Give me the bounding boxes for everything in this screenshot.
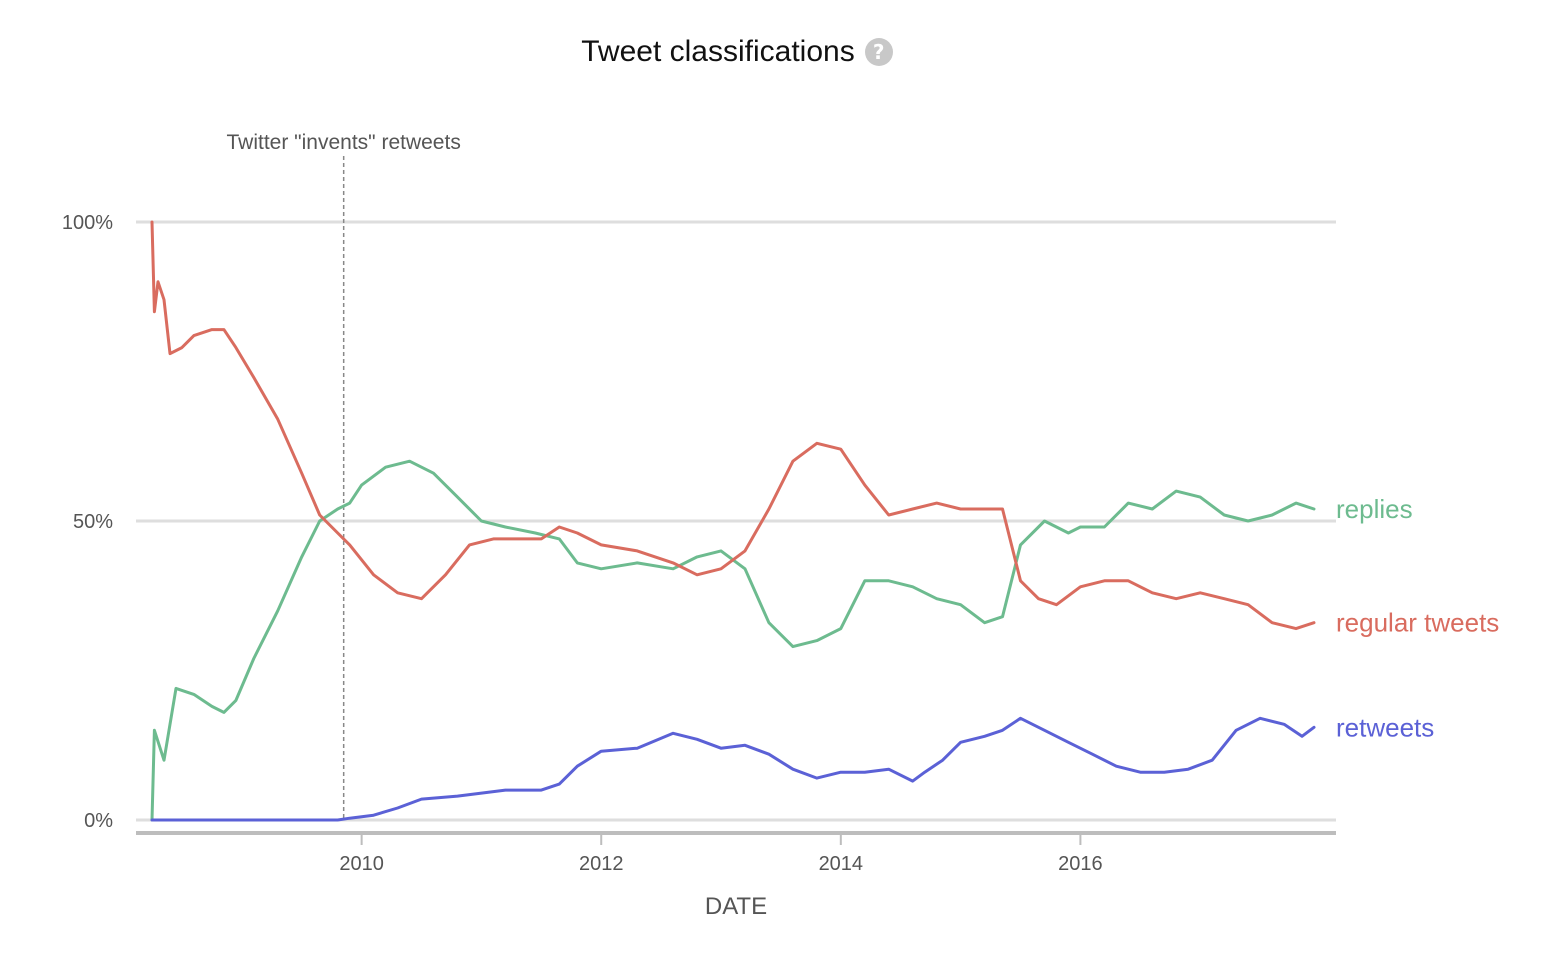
series-label-retweets: retweets (1336, 712, 1434, 742)
chart-title-text: Tweet classifications (581, 35, 855, 69)
series-label-replies: replies (1336, 494, 1413, 524)
series-line-replies (150, 459, 1316, 822)
y-ticks: 0% 50% 100% (62, 212, 113, 832)
series-labels: replies regular tweets retweets (1336, 494, 1499, 742)
x-axis-title: DATE (705, 893, 767, 920)
question-mark-icon[interactable]: ? (864, 38, 893, 67)
x-tick-label: 2014 (819, 853, 864, 875)
series-label-regular-tweets: regular tweets (1336, 608, 1499, 638)
series-line-retweets (150, 716, 1316, 822)
chart-title: Tweet classifications? (0, 34, 1474, 69)
y-tick-label: 0% (84, 810, 113, 832)
series-line-regular-tweets (150, 220, 1316, 631)
series-lines (150, 220, 1316, 822)
grid-lines (136, 220, 1336, 822)
x-tick-label: 2010 (339, 853, 384, 875)
x-ticks: 2010 2012 2014 2016 (339, 835, 1103, 875)
y-tick-label: 50% (73, 511, 113, 533)
y-tick-label: 100% (62, 212, 113, 234)
x-axis: 2010 2012 2014 2016 DATE (136, 831, 1336, 920)
x-tick-label: 2012 (579, 853, 624, 875)
annotation-label: Twitter "invents" retweets (227, 131, 461, 154)
x-tick-label: 2016 (1058, 853, 1103, 875)
annotation: Twitter "invents" retweets (227, 131, 461, 820)
